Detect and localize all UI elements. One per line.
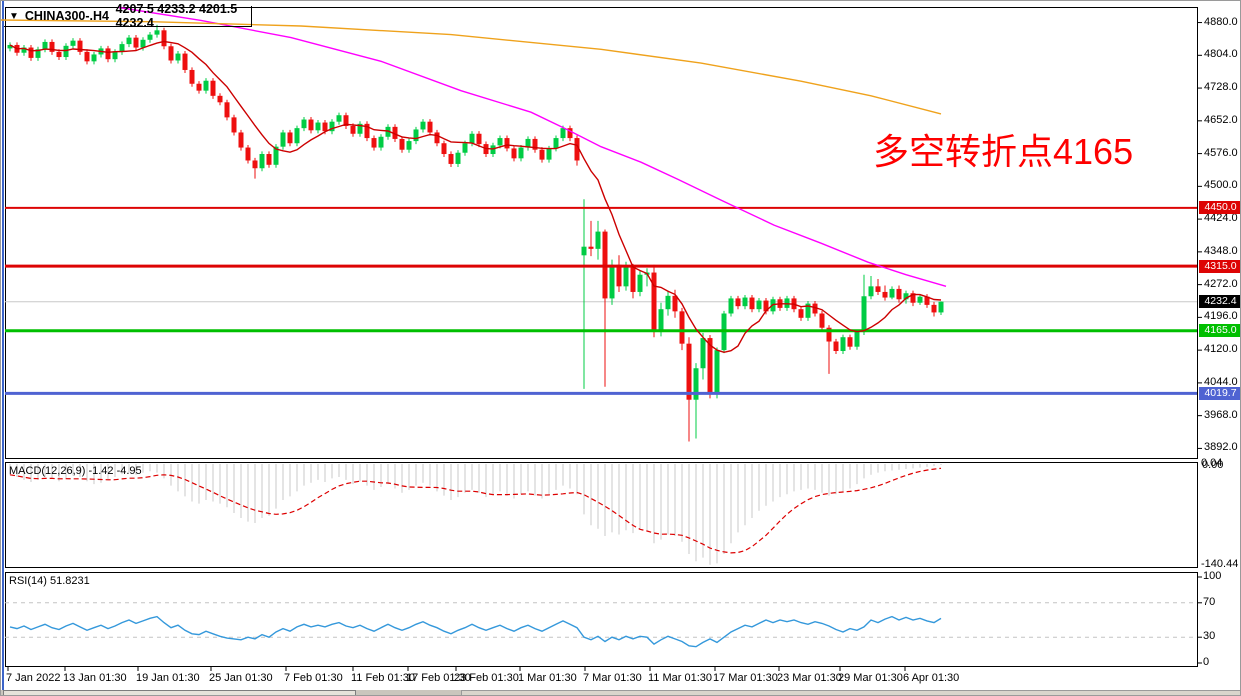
price-tick-label: 3892.0 (1204, 441, 1238, 454)
macd-layer (9, 464, 942, 565)
moving-averages-layer (1, 6, 947, 354)
symbol-dropdown-icon[interactable]: ▼ (9, 10, 19, 22)
price-tick-label: 4120.0 (1204, 343, 1238, 356)
macd-axis-bottom: -140.44 (1201, 558, 1239, 570)
chart-title-box: ▼ CHINA300-.H4 4207.5 4233.2 4201.5 4232… (4, 2, 252, 30)
chart-symbol-period: CHINA300-.H4 (24, 9, 109, 23)
rsi-layer (5, 576, 1202, 664)
time-label: 29 Mar 01:30 (838, 672, 903, 684)
time-label: 25 Jan 01:30 (209, 672, 273, 684)
price-tick-label: 4804.0 (1204, 48, 1238, 61)
time-label: 7 Jan 2022 (6, 672, 61, 684)
scrollbar-track-segment (461, 690, 1240, 695)
rsi-tick-70: 70 (1203, 595, 1216, 608)
rsi-indicator-label: RSI(14) 51.8231 (9, 575, 90, 587)
price-tick-label: 4880.0 (1204, 15, 1238, 28)
time-label: 17 Mar 01:30 (713, 672, 778, 684)
panel-frames (5, 7, 1198, 667)
time-label: 17 Feb 01:30 (406, 672, 471, 684)
price-tick-label: 3968.0 (1204, 408, 1238, 421)
rsi-tick-30: 30 (1203, 630, 1216, 643)
price-tick-label: 4348.0 (1204, 244, 1238, 257)
chart-ohlc-readout: 4207.5 4233.2 4201.5 4232.4 (115, 2, 238, 30)
price-badge-4450.0: 4450.0 (1199, 201, 1240, 215)
time-label: 6 Apr 01:30 (903, 672, 960, 684)
time-label: 19 Jan 01:30 (136, 672, 200, 684)
price-badge-4165.0: 4165.0 (1199, 324, 1240, 338)
time-label: 13 Jan 01:30 (63, 672, 127, 684)
candles-layer (7, 24, 944, 442)
time-label: 7 Mar 01:30 (583, 672, 642, 684)
macd-indicator-label: MACD(12,26,9) -1.42 -4.95 (9, 465, 142, 477)
price-tick-label: 4424.0 (1204, 212, 1238, 225)
time-label: 7 Feb 01:30 (284, 672, 343, 684)
macd-axis-zero: 0.00 (1202, 459, 1224, 471)
time-label: 11 Mar 01:30 (648, 672, 713, 684)
time-label: 23 Feb 01:30 (454, 672, 519, 684)
window-left-accent (2, 1, 4, 690)
price-tick-label: 4576.0 (1204, 146, 1238, 159)
hlines-layer (5, 206, 1197, 395)
price-tick-label: 4196.0 (1204, 310, 1238, 323)
rsi-tick-100: 100 (1203, 570, 1222, 582)
scrollbar-thumb[interactable] (3, 690, 356, 695)
annotation-text: 多空转折点4165 (873, 131, 1134, 172)
time-axis-ticks (7, 667, 906, 671)
time-label: 11 Feb 01:30 (351, 672, 416, 684)
price-tick-label: 4728.0 (1204, 81, 1238, 94)
time-label: 1 Mar 01:30 (518, 672, 577, 684)
price-axis-ticks (1197, 22, 1202, 449)
rsi-tick-0: 0 (1203, 656, 1210, 668)
price-tick-label: 4500.0 (1204, 179, 1238, 192)
price-badge-4232.4: 4232.4 (1199, 295, 1240, 309)
price-badge-4315.0: 4315.0 (1199, 259, 1240, 273)
price-tick-label: 4272.0 (1204, 277, 1238, 290)
macd-axis-top: 0.04 (1201, 457, 1223, 469)
price-badge-4019.7: 4019.7 (1199, 386, 1240, 400)
horizontal-scrollbar[interactable] (1, 690, 1240, 695)
price-tick-label: 4652.0 (1204, 113, 1238, 126)
price-tick-label: 4044.0 (1204, 375, 1238, 388)
time-label: 23 Mar 01:30 (777, 672, 842, 684)
